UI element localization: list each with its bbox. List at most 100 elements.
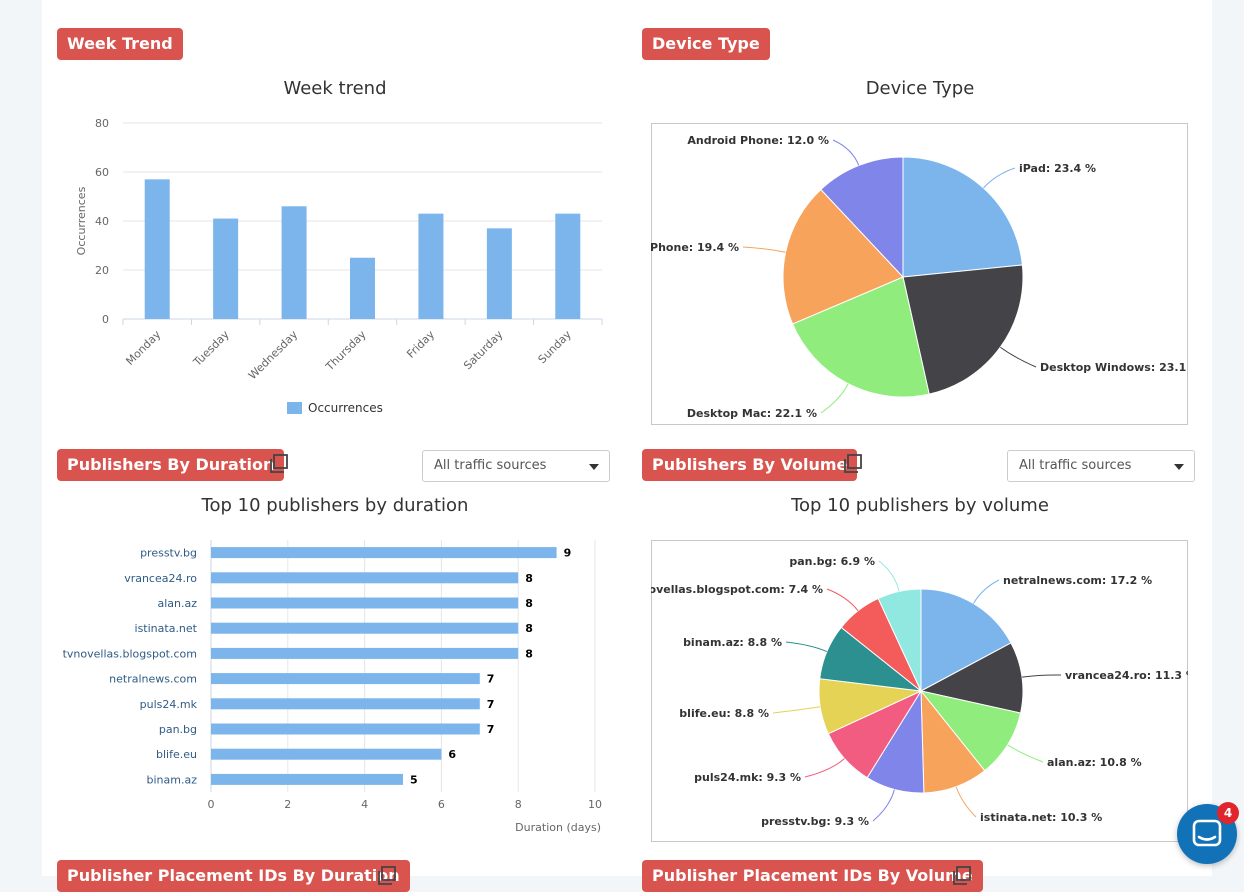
traffic-source-value: All traffic sources (1019, 458, 1132, 473)
y-tick-label: 80 (95, 117, 109, 130)
category-label: pan.bg (159, 723, 197, 736)
week-trend-chart: 0 20 40 60 80 Monday Tuesday Wednesday Thursday F… (75, 117, 603, 415)
connector-line (820, 383, 849, 414)
copy-icon[interactable] (377, 866, 397, 886)
data-label: 7 (487, 698, 495, 711)
device-type-chart: iPad: 23.4 % Desktop Windows: 23.1 % Deskt… (651, 123, 1188, 425)
y-tick-label: 20 (95, 264, 109, 277)
x-tick-label: Monday (123, 328, 163, 368)
connector-line (742, 246, 786, 253)
connector-line (955, 786, 977, 818)
chart-border (651, 123, 1188, 425)
bar (281, 206, 307, 319)
x-tick-label: Thursday (323, 328, 369, 374)
data-label: pan.bg: 6.9 % (789, 555, 875, 568)
pie-slice (902, 156, 1023, 278)
publishers-duration-badge: Publishers By Duration (57, 449, 285, 481)
x-tick-label: Sunday (536, 328, 575, 367)
x-tick-label: 2 (284, 798, 291, 811)
pie-slice (791, 276, 930, 398)
bar (211, 773, 403, 785)
legend-symbol (287, 402, 302, 414)
connector-line (1000, 346, 1037, 368)
x-tick-label: Friday (404, 328, 437, 361)
traffic-source-select-volume[interactable]: All traffic sources (1007, 450, 1195, 482)
data-label: alan.az: 10.8 % (1047, 756, 1142, 769)
caret-down-icon (589, 464, 599, 470)
data-label: blife.eu: 8.8 % (679, 707, 769, 720)
bar (144, 179, 170, 319)
data-label: netralnews.com: 17.2 % (1003, 574, 1152, 587)
connector-line (826, 588, 859, 612)
data-label: 7 (487, 673, 495, 686)
data-label: 8 (525, 622, 533, 635)
y-tick-label: 0 (102, 313, 109, 326)
connector-line (872, 789, 895, 822)
data-label: 5 (410, 773, 418, 786)
category-label: alan.az (157, 597, 197, 610)
traffic-source-select-duration[interactable]: All traffic sources (422, 450, 610, 482)
copy-icon[interactable] (843, 454, 863, 474)
pie-slice (919, 642, 1024, 714)
data-label: 7 (487, 723, 495, 736)
bar (211, 597, 519, 609)
data-label: 9 (564, 547, 572, 560)
data-label: 8 (525, 597, 533, 610)
pie-slice (919, 690, 1022, 772)
bar (418, 213, 444, 319)
x-tick-label: 10 (588, 798, 602, 811)
category-label: vrancea24.ro (124, 572, 197, 585)
connector-line (772, 706, 821, 714)
bar (211, 723, 480, 735)
pie-slice (902, 264, 1024, 395)
copy-icon[interactable] (269, 454, 289, 474)
bar (486, 228, 512, 319)
x-tick-label: 0 (208, 798, 215, 811)
category-label: blife.eu (156, 748, 197, 761)
bar (555, 213, 581, 319)
bar (211, 647, 519, 659)
data-label: presstv.bg: 9.3 % (761, 815, 869, 828)
category-label: netralnews.com (109, 673, 197, 686)
data-label: iPhone: 19.4 % (651, 241, 739, 254)
week-trend-title: Week trend (283, 78, 387, 99)
x-tick-label: 4 (361, 798, 368, 811)
caret-down-icon (1174, 464, 1184, 470)
x-tick-label: Tuesday (190, 328, 232, 370)
publishers-duration-chart: 0 2 4 6 8 10 9 presstv.bg 8 vrancea24.ro 8 alan.az 8… (63, 540, 602, 834)
category-label: binam.az (147, 773, 198, 786)
data-label: Desktop Mac: 22.1 % (687, 407, 817, 420)
connector-line (983, 167, 1016, 189)
data-label: vrancea24.ro: 11.3 % (1065, 669, 1188, 682)
copy-icon[interactable] (952, 866, 972, 886)
connector-line (878, 560, 900, 592)
placement-duration-badge: Publisher Placement IDs By Duration (57, 860, 410, 892)
connector-line (804, 758, 845, 778)
pie-slice (782, 188, 904, 325)
y-tick-label: 40 (95, 215, 109, 228)
y-axis-label: Occurrences (75, 186, 88, 255)
category-label: tvnovellas.blogspot.com (63, 647, 197, 660)
category-label: puls24.mk (140, 698, 198, 711)
placement-volume-badge: Publisher Placement IDs By Volume (642, 860, 983, 892)
publishers-duration-title: Top 10 publishers by duration (201, 495, 469, 516)
device-type-title: Device Type (865, 78, 975, 99)
category-label: istinata.net (135, 622, 198, 635)
data-label: puls24.mk: 9.3 % (694, 771, 801, 784)
chart-border (651, 540, 1188, 842)
x-tick-label: 6 (438, 798, 445, 811)
device-type-badge: Device Type (642, 28, 770, 60)
data-label: binam.az: 8.8 % (683, 636, 782, 649)
publishers-volume-chart: netralnews.com: 17.2 % vrancea24.ro: 11.3… (651, 540, 1188, 842)
bar (211, 673, 480, 685)
bar (211, 547, 557, 559)
data-label: 8 (525, 572, 533, 585)
bar (211, 572, 519, 584)
bar (211, 698, 480, 710)
x-tick-label: Saturday (461, 328, 506, 373)
connector-line (972, 579, 1000, 604)
data-label: iPad: 23.4 % (1019, 162, 1096, 175)
connector-line (832, 139, 860, 166)
data-label: tvnovellas.blogspot.com: 7.4 % (651, 583, 823, 596)
bar (350, 257, 375, 319)
